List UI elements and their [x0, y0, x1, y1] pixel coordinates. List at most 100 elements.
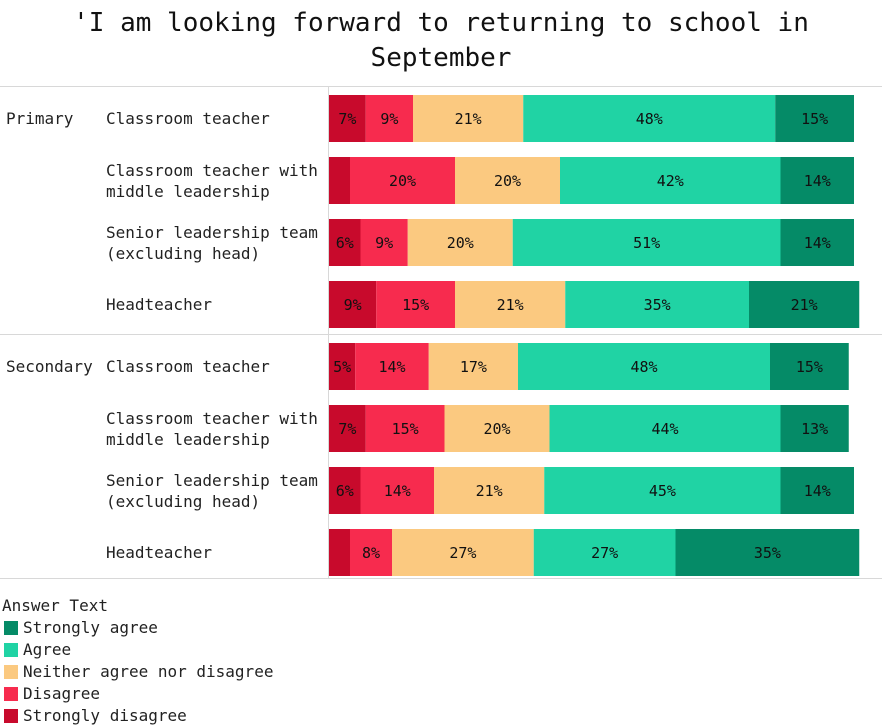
data-label: 7% [338, 420, 356, 438]
bar-segment [329, 405, 366, 452]
bar-segment [355, 343, 429, 390]
bar-segment [434, 467, 545, 514]
legend-swatch [4, 687, 18, 701]
legend-swatch [4, 665, 18, 679]
legend-swatch [4, 621, 18, 635]
bar-segment [780, 405, 849, 452]
bar-segment [749, 281, 860, 328]
bar-segment [365, 405, 445, 452]
bar-segment [770, 343, 849, 390]
bar-segment [523, 95, 776, 142]
data-label: 14% [804, 482, 831, 500]
bar-segment [329, 529, 350, 576]
y-tick-label: Classroom teacher [106, 109, 270, 128]
bar-segment [518, 343, 770, 390]
bar-segment [413, 95, 524, 142]
bar-segment [775, 95, 854, 142]
data-label: 15% [801, 110, 828, 128]
data-label: 9% [375, 234, 393, 252]
data-label: 13% [801, 420, 828, 438]
data-label: 35% [644, 296, 671, 314]
legend-label: Strongly agree [23, 618, 158, 637]
bar-segment [329, 281, 377, 328]
bar-segment [565, 281, 749, 328]
data-label: 27% [591, 544, 618, 562]
chart-title: 'I am looking forward to returning to sc… [73, 8, 809, 73]
data-label: 14% [384, 482, 411, 500]
bar-segment [360, 467, 434, 514]
bar-segment [512, 219, 781, 266]
y-tick-label: Headteacher [106, 543, 212, 562]
bar-segment [780, 157, 854, 204]
y-tick-label: Senior leadership team (excluding head) [106, 222, 318, 263]
data-label: 7% [338, 110, 356, 128]
data-label: 9% [344, 296, 362, 314]
bar-segment [455, 281, 566, 328]
data-label: 17% [460, 358, 487, 376]
y-tick-label: Classroom teacher with middle leadership [106, 408, 318, 449]
bar-segment [675, 529, 860, 576]
bar-segment [329, 95, 366, 142]
bar-segment [350, 529, 392, 576]
legend-swatch [4, 709, 18, 723]
legend-label: Neither agree nor disagree [23, 662, 274, 681]
bar-segment [549, 405, 781, 452]
data-label: 15% [392, 420, 419, 438]
data-label: 8% [362, 544, 380, 562]
group-label: Secondary [6, 357, 93, 376]
bar-segment [365, 95, 413, 142]
data-label: 20% [483, 420, 510, 438]
data-label: 27% [449, 544, 476, 562]
legend-label: Disagree [23, 684, 101, 703]
y-tick-label: Headteacher [106, 295, 212, 314]
data-label: 48% [630, 358, 657, 376]
data-label: 21% [476, 482, 503, 500]
bar-segment [407, 219, 513, 266]
bar-segment [329, 157, 350, 204]
data-label: 20% [389, 172, 416, 190]
data-label: 14% [378, 358, 405, 376]
bar-segment [780, 467, 854, 514]
data-label: 21% [791, 296, 818, 314]
data-label: 14% [804, 172, 831, 190]
bar-segment [329, 343, 356, 390]
data-label: 6% [336, 234, 354, 252]
y-tick-label: Classroom teacher with middle leadership [106, 160, 318, 201]
bar-segment [350, 157, 455, 204]
data-label: 42% [657, 172, 684, 190]
data-label: 5% [333, 358, 351, 376]
bar-segment [544, 467, 781, 514]
legend-label: Strongly disagree [23, 706, 187, 725]
bar-segment [533, 529, 676, 576]
legend-swatch [4, 643, 18, 657]
data-label: 9% [380, 110, 398, 128]
bar-segment [360, 219, 408, 266]
data-label: 6% [336, 482, 354, 500]
y-tick-label: Senior leadership team (excluding head) [106, 470, 318, 511]
legend-title: Answer Text [2, 596, 108, 615]
data-label: 15% [796, 358, 823, 376]
data-label: 44% [651, 420, 678, 438]
data-label: 45% [649, 482, 676, 500]
data-label: 35% [754, 544, 781, 562]
bar-segment [444, 405, 550, 452]
data-label: 21% [497, 296, 524, 314]
data-label: 51% [633, 234, 660, 252]
bar-segment [392, 529, 534, 576]
data-label: 15% [402, 296, 429, 314]
data-label: 20% [494, 172, 521, 190]
bar-segment [376, 281, 455, 328]
bar-segment [780, 219, 854, 266]
bar-segment [560, 157, 781, 204]
data-label: 48% [636, 110, 663, 128]
legend-label: Agree [23, 640, 72, 659]
y-tick-label: Classroom teacher [106, 357, 270, 376]
group-label: Primary [6, 109, 74, 128]
bar-segment [329, 467, 361, 514]
data-label: 14% [804, 234, 831, 252]
bar-segment [428, 343, 518, 390]
data-label: 20% [447, 234, 474, 252]
bar-segment [329, 219, 361, 266]
